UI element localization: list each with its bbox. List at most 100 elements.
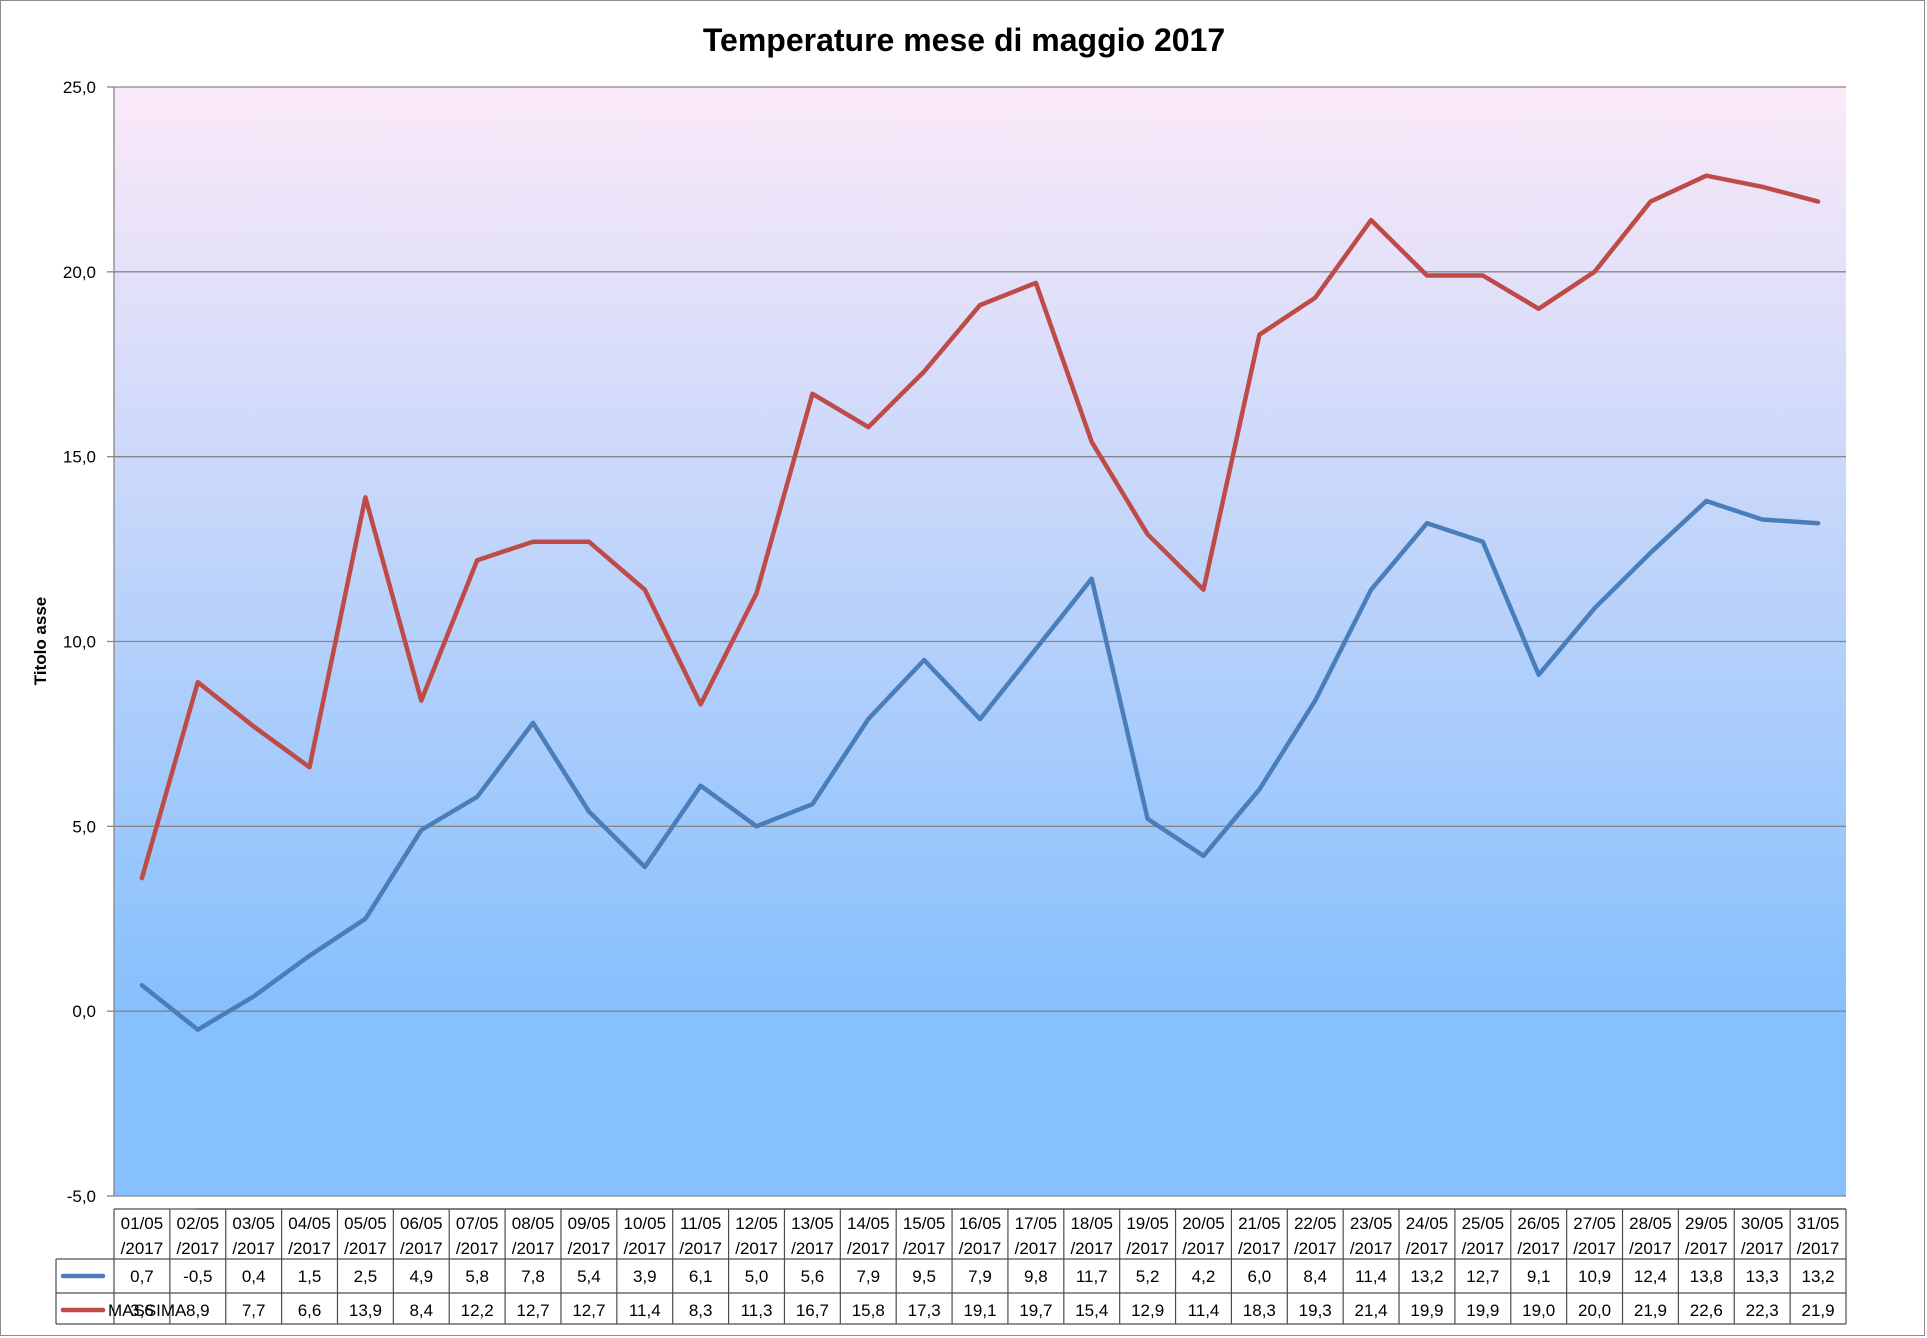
data-label: 12,7 — [1466, 1267, 1499, 1286]
x-tick-label: /2017 — [288, 1239, 331, 1258]
data-label: 13,8 — [1690, 1267, 1723, 1286]
data-label: 7,8 — [521, 1267, 545, 1286]
chart-title: Temperature mese di maggio 2017 — [703, 22, 1225, 58]
x-tick-label: 15/05 — [903, 1214, 946, 1233]
y-tick-label: 10,0 — [63, 633, 96, 652]
data-label: 11,4 — [1188, 1301, 1220, 1320]
x-tick-label: /2017 — [624, 1239, 667, 1258]
x-tick-label: /2017 — [456, 1239, 499, 1258]
x-tick-label: /2017 — [121, 1239, 164, 1258]
data-label: 6,6 — [298, 1301, 322, 1320]
data-label: 21,9 — [1634, 1301, 1667, 1320]
data-label: 15,8 — [852, 1301, 885, 1320]
data-label: 13,2 — [1802, 1267, 1835, 1286]
x-tick-label: /2017 — [1126, 1239, 1169, 1258]
x-tick-label: 31/05 — [1797, 1214, 1840, 1233]
x-tick-label: /2017 — [903, 1239, 946, 1258]
data-label: 8,4 — [409, 1301, 433, 1320]
x-tick-label: /2017 — [1070, 1239, 1113, 1258]
data-label: 12,7 — [516, 1301, 549, 1320]
data-label: 16,7 — [796, 1301, 829, 1320]
data-label: 19,9 — [1410, 1301, 1443, 1320]
y-tick-label: -5,0 — [67, 1187, 96, 1206]
x-tick-label: 09/05 — [568, 1214, 611, 1233]
data-label: 0,4 — [242, 1267, 266, 1286]
x-tick-label: 06/05 — [400, 1214, 443, 1233]
x-tick-label: 19/05 — [1126, 1214, 1169, 1233]
data-label: 7,7 — [242, 1301, 266, 1320]
x-tick-label: /2017 — [177, 1239, 220, 1258]
data-label: 6,0 — [1248, 1267, 1272, 1286]
data-label: 5,8 — [465, 1267, 489, 1286]
data-label: 20,0 — [1578, 1301, 1611, 1320]
data-label: 12,9 — [1131, 1301, 1164, 1320]
y-axis-title: Titolo asse — [31, 597, 50, 686]
y-tick-label: 25,0 — [63, 78, 96, 97]
x-tick-label: /2017 — [400, 1239, 443, 1258]
x-tick-label: 13/05 — [791, 1214, 834, 1233]
x-tick-label: 12/05 — [735, 1214, 778, 1233]
x-tick-label: 20/05 — [1182, 1214, 1225, 1233]
data-label: 3,9 — [633, 1267, 657, 1286]
data-label: -0,5 — [183, 1267, 212, 1286]
y-tick-label: 0,0 — [72, 1002, 96, 1021]
data-label: 11,4 — [1355, 1267, 1387, 1286]
x-tick-label: 10/05 — [624, 1214, 667, 1233]
x-tick-label: 07/05 — [456, 1214, 499, 1233]
x-tick-label: /2017 — [1238, 1239, 1281, 1258]
x-tick-label: 05/05 — [344, 1214, 387, 1233]
x-tick-label: /2017 — [679, 1239, 722, 1258]
x-tick-label: /2017 — [847, 1239, 890, 1258]
x-tick-label: 08/05 — [512, 1214, 555, 1233]
data-label: 19,3 — [1299, 1301, 1332, 1320]
data-label: 7,9 — [856, 1267, 880, 1286]
data-label: 8,3 — [689, 1301, 713, 1320]
data-label: 11,7 — [1076, 1267, 1108, 1286]
data-label: 9,5 — [912, 1267, 936, 1286]
x-tick-label: 24/05 — [1406, 1214, 1449, 1233]
x-tick-label: /2017 — [735, 1239, 778, 1258]
data-label: 9,8 — [1024, 1267, 1048, 1286]
x-tick-label: /2017 — [1573, 1239, 1616, 1258]
data-label: 10,9 — [1578, 1267, 1611, 1286]
data-label: 21,4 — [1355, 1301, 1388, 1320]
x-tick-label: /2017 — [1741, 1239, 1784, 1258]
data-label: 12,7 — [572, 1301, 605, 1320]
x-tick-label: 25/05 — [1462, 1214, 1505, 1233]
data-label: 4,2 — [1192, 1267, 1216, 1286]
data-label: 11,4 — [629, 1301, 661, 1320]
x-tick-label: 27/05 — [1573, 1214, 1616, 1233]
data-label: 3,6 — [130, 1301, 154, 1320]
data-label: 18,3 — [1243, 1301, 1276, 1320]
data-label: 15,4 — [1075, 1301, 1108, 1320]
x-tick-label: 17/05 — [1015, 1214, 1058, 1233]
x-tick-label: /2017 — [1294, 1239, 1337, 1258]
x-tick-label: 03/05 — [232, 1214, 275, 1233]
x-tick-label: /2017 — [1350, 1239, 1393, 1258]
series-line-0 — [139, 498, 1821, 1032]
x-tick-label: 14/05 — [847, 1214, 890, 1233]
x-tick-label: 16/05 — [959, 1214, 1002, 1233]
data-label: 13,2 — [1410, 1267, 1443, 1286]
x-tick-label: /2017 — [1406, 1239, 1449, 1258]
data-label: 8,4 — [1303, 1267, 1327, 1286]
data-label: 19,0 — [1522, 1301, 1555, 1320]
y-tick-label: 15,0 — [63, 448, 96, 467]
x-tick-label: /2017 — [232, 1239, 275, 1258]
x-tick-label: /2017 — [568, 1239, 611, 1258]
data-label: 9,1 — [1527, 1267, 1551, 1286]
data-label: 0,7 — [130, 1267, 154, 1286]
x-tick-label: 28/05 — [1629, 1214, 1672, 1233]
x-tick-label: 02/05 — [177, 1214, 220, 1233]
y-tick-label: 5,0 — [72, 817, 96, 836]
x-tick-label: /2017 — [1517, 1239, 1560, 1258]
data-label: 13,3 — [1746, 1267, 1779, 1286]
x-tick-label: 11/05 — [680, 1214, 721, 1233]
data-label: 17,3 — [908, 1301, 941, 1320]
data-label: 6,1 — [689, 1267, 713, 1286]
x-tick-label: /2017 — [1462, 1239, 1505, 1258]
data-label: 5,6 — [801, 1267, 825, 1286]
x-tick-label: 18/05 — [1070, 1214, 1113, 1233]
